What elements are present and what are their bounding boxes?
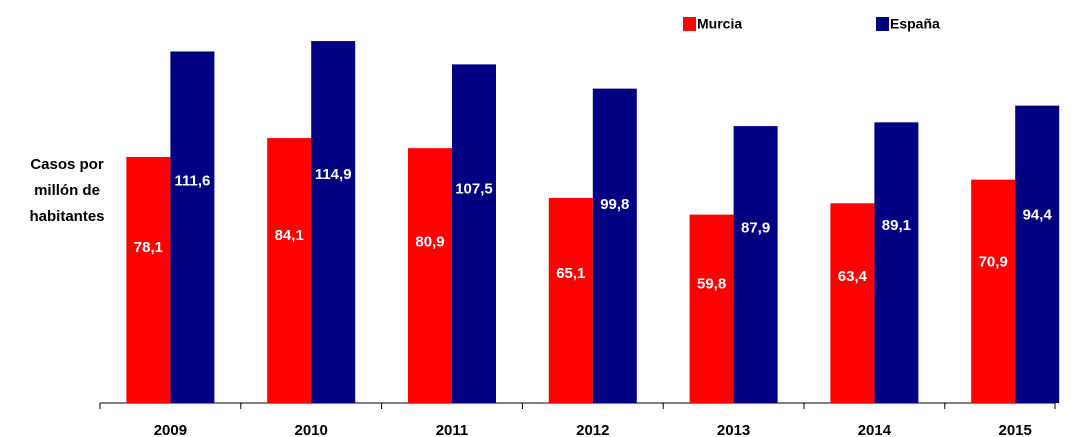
x-tick-label: 2009: [154, 422, 187, 437]
legend-label: Murcia: [697, 16, 742, 32]
x-tick-label: 2010: [295, 422, 328, 437]
data-label: 59,8: [697, 275, 726, 292]
legend-label: España: [890, 16, 940, 32]
bar: [592, 88, 637, 403]
data-label: 70,9: [979, 253, 1008, 270]
data-label: 99,8: [600, 196, 629, 213]
bar: [170, 51, 215, 404]
y-axis-label: Casos por millón de habitantes: [29, 156, 105, 225]
legend-swatch: [876, 17, 889, 31]
x-tick-label: 2012: [576, 422, 609, 437]
data-label: 87,9: [741, 220, 770, 237]
data-label: 78,1: [134, 239, 163, 256]
bar: [971, 179, 1016, 403]
x-tick-label: 2013: [717, 422, 750, 437]
data-label: 89,1: [882, 217, 911, 234]
data-label: 107,5: [455, 181, 493, 198]
x-tick-label: 2011: [436, 422, 469, 437]
bar: [830, 203, 875, 403]
bar: [548, 197, 593, 403]
bar: [1015, 105, 1060, 403]
data-label: 114,9: [315, 166, 352, 183]
bar: [126, 156, 171, 403]
x-tick-label: 2014: [858, 422, 892, 437]
bar: [267, 138, 312, 403]
data-label: 84,1: [275, 227, 304, 244]
data-label: 111,6: [174, 172, 210, 189]
x-tick-label: 2015: [999, 422, 1032, 437]
data-label: 65,1: [556, 265, 585, 282]
bar: [874, 122, 919, 404]
data-label: 94,4: [1023, 207, 1053, 224]
data-label: 80,9: [415, 233, 444, 250]
legend-swatch: [683, 17, 696, 31]
bar: [408, 148, 452, 403]
data-label: 63,4: [838, 268, 868, 285]
bar: [689, 214, 734, 403]
bar: [452, 64, 496, 403]
bar: [733, 126, 778, 404]
bar: [311, 41, 356, 403]
